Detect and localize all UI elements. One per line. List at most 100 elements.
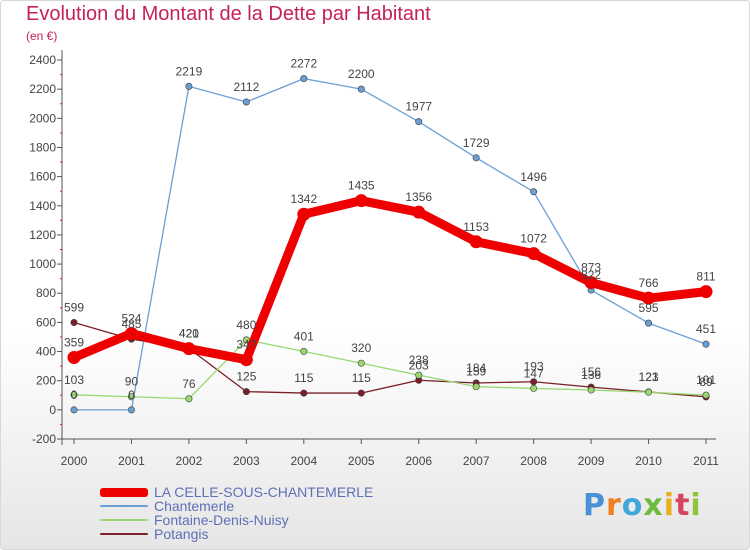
series-point-0 [642,291,656,305]
data-label: 184 [466,361,486,375]
x-tick-label: 2010 [635,454,662,468]
x-tick-label: 2000 [61,454,88,468]
data-label: 524 [121,311,141,325]
series-line-0 [69,196,711,365]
series-point-1 [127,406,135,414]
series-point-0 [469,235,483,249]
x-tick-label: 2001 [118,454,145,468]
series-point-1 [645,319,653,327]
series-point-1 [70,406,78,414]
series-point-1 [357,85,365,93]
series-point-1 [530,188,538,196]
data-label: 1729 [463,136,490,150]
series-point-3 [357,389,365,397]
data-label: 0 [128,388,135,402]
series-point-0 [124,326,138,340]
data-label: 123 [639,370,659,384]
series-point-0 [527,247,541,261]
legend-label: Chantemerle [154,498,235,514]
data-label: 2112 [233,80,259,94]
y-tick-label: 600 [36,315,56,329]
line-chart: -200020040060080010001200140016001800200… [29,50,719,468]
data-label: 90 [125,375,139,389]
series-point-0 [239,353,253,367]
data-label: 193 [524,360,544,374]
data-label: 1977 [405,100,432,114]
series-point-2 [530,384,538,392]
data-label: 401 [294,329,314,343]
data-label: 485 [121,317,141,331]
y-tick-label: 1800 [29,140,56,154]
legend-label: Fontaine-Denis-Nuisy [154,512,289,528]
data-label: 766 [639,276,659,290]
data-label: 595 [639,301,659,315]
x-tick-label: 2008 [520,454,547,468]
series-point-0 [584,276,598,290]
y-tick-label: 2400 [29,53,56,67]
data-label: 1153 [463,220,489,234]
data-label: 121 [639,370,659,384]
legend-label: Potangis [154,526,209,542]
series-point-1 [300,75,308,83]
legend-swatch [100,533,148,535]
logo-letter: o [621,488,644,523]
logo-letter: x [643,488,664,523]
data-label: 0 [71,388,78,402]
data-label: 599 [64,301,84,315]
chart-title: Evolution du Montant de la Dette par Hab… [26,3,431,25]
y-tick-label: 0 [49,403,56,417]
x-tick-label: 2003 [233,454,260,468]
x-tick-label: 2011 [693,454,719,468]
logo-letter: r [606,488,622,523]
legend-swatch [100,519,148,521]
series-point-1 [242,98,250,106]
series-point-2 [300,347,308,355]
data-label: 1072 [520,232,547,246]
data-label: 203 [409,358,429,372]
series-point-0 [67,351,81,365]
legend-label: LA CELLE-SOUS-CHANTEMERLE [154,484,374,500]
y-tick-label: -200 [32,432,56,446]
x-tick-label: 2007 [463,454,490,468]
x-tick-label: 2005 [348,454,375,468]
y-tick-label: 400 [36,345,56,359]
data-label: 147 [524,366,544,380]
data-label: 1342 [290,192,317,206]
series-point-3 [242,388,250,396]
data-label: 2200 [348,67,375,81]
data-label: 34? [236,338,256,352]
series-point-1 [472,154,480,162]
y-tick-label: 200 [36,374,56,388]
series-point-2 [587,386,595,394]
series-point-2 [415,371,423,379]
x-tick-label: 2009 [578,454,605,468]
data-label: 451 [696,322,716,336]
logo-letter: i [690,488,702,523]
logo-letter: i [663,488,676,523]
series-point-0 [297,207,311,221]
data-label: 1496 [520,170,547,184]
data-label: 420 [179,327,199,341]
series-point-2 [357,359,365,367]
y-tick-label: 1000 [29,257,56,271]
y-tick-label: 1200 [29,228,56,242]
data-label: 101 [696,373,716,387]
series-point-0 [412,205,426,219]
series-line-1 [73,78,707,411]
data-label: 238 [409,353,429,367]
data-label: 421 [179,326,199,340]
proxiti-logo: Proxiti [583,488,702,523]
series-point-2 [472,383,480,391]
series-point-3 [530,378,538,386]
series-point-2 [70,391,78,399]
series-point-2 [645,388,653,396]
y-tick-label: 2000 [29,111,56,125]
data-label: 2219 [176,64,203,78]
data-label: 822 [581,268,601,282]
x-tick-label: 2006 [405,454,432,468]
logo-letter: P [583,488,606,523]
series-point-2 [702,391,710,399]
data-label: 873 [581,261,601,275]
series-point-2 [185,395,193,403]
